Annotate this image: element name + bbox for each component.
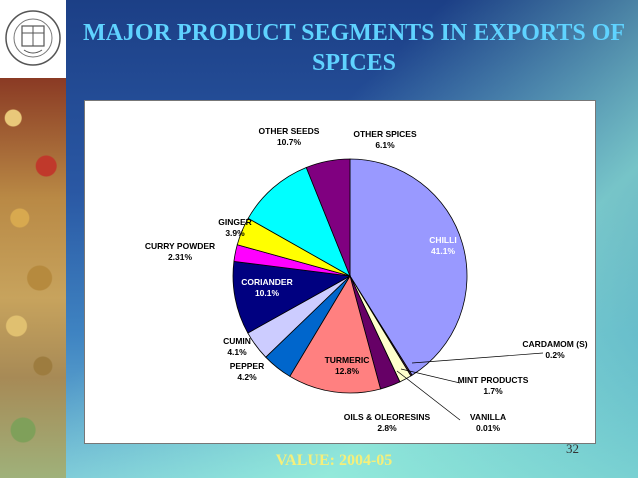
slice-value-cardamom-s: 0.2% xyxy=(545,350,565,360)
slice-value-oils-oleoresins: 2.8% xyxy=(377,423,397,433)
leader-line-vanilla xyxy=(396,370,461,421)
pie-slice-turmeric xyxy=(289,274,382,394)
slice-value-coriander: 10.1% xyxy=(255,288,280,298)
slice-label-cardamom-s: CARDAMOM (S) xyxy=(522,339,587,349)
slice-label-chilli: CHILLI xyxy=(429,235,456,245)
slice-value-mint-products: 1.7% xyxy=(483,386,503,396)
footer-caption: VALUE: 2004-05 xyxy=(275,452,393,469)
pie-slice-chilli xyxy=(349,158,468,376)
slice-label-oils-oleoresins: OILS & OLEORESINS xyxy=(344,412,431,422)
slice-label-coriander: CORIANDER xyxy=(241,277,292,287)
pie-slice-coriander xyxy=(232,260,352,334)
slice-label-mint-products: MINT PRODUCTS xyxy=(458,375,529,385)
leader-line-mint-products xyxy=(400,368,461,384)
slice-label-other-seeds: OTHER SEEDS xyxy=(259,126,320,136)
spices-photo xyxy=(0,78,66,478)
slice-value-ginger: 3.9% xyxy=(225,228,245,238)
slice-value-turmeric: 12.8% xyxy=(335,366,360,376)
slice-label-other-spices: OTHER SPICES xyxy=(353,129,417,139)
pie-slice-other-seeds xyxy=(247,166,351,277)
slice-value-curry-powder: 2.31% xyxy=(168,252,193,262)
slice-value-vanilla: 0.01% xyxy=(476,423,501,433)
slice-value-other-spices: 6.1% xyxy=(375,140,395,150)
slice-value-chilli: 41.1% xyxy=(431,246,456,256)
pie-slice-other-spices xyxy=(305,158,351,277)
leader-line-cardamom-s xyxy=(411,352,544,364)
pie-chart-panel: CHILLI 41.1% CARDAMOM (S) 0.2% MINT PRODUCTS… xyxy=(84,100,596,444)
slide-number: 32 xyxy=(566,441,579,456)
left-image-strip xyxy=(0,0,66,478)
slice-value-other-seeds: 10.7% xyxy=(277,137,302,147)
slice-label-cumin: CUMIN xyxy=(223,336,251,346)
slide-title: MAJOR PRODUCT SEGMENTS IN EXPORTS OF SPI… xyxy=(82,20,626,76)
slice-value-pepper: 4.2% xyxy=(237,372,257,382)
slice-label-curry-powder: CURRY POWDER xyxy=(145,241,215,251)
slice-label-turmeric: TURMERIC xyxy=(325,355,370,365)
slice-value-cumin: 4.1% xyxy=(227,347,247,357)
institution-logo xyxy=(0,0,66,78)
slice-label-pepper: PEPPER xyxy=(230,361,265,371)
slice-label-ginger: GINGER xyxy=(218,217,252,227)
slice-label-vanilla: VANILLA xyxy=(470,412,506,422)
